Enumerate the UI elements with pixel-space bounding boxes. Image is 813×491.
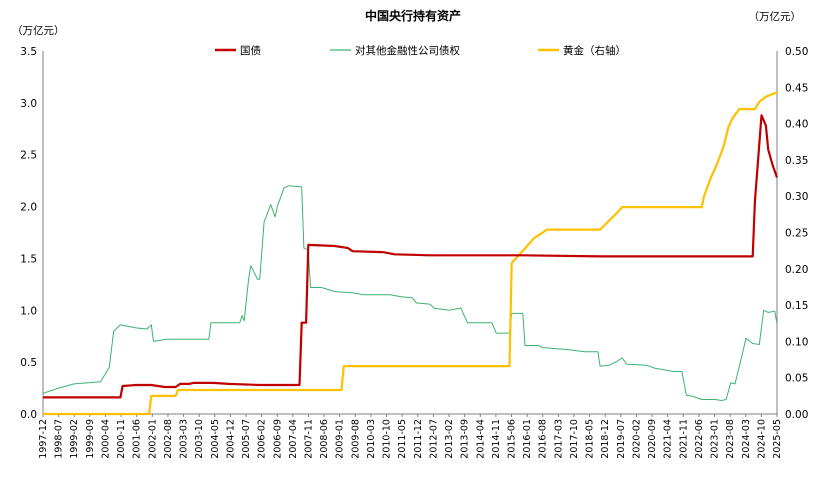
x-tick-label: 2001-06	[132, 419, 143, 459]
x-tick-label: 2005-07	[241, 419, 252, 459]
x-tick-label: 2024-10	[756, 419, 767, 459]
x-tick-label: 2004-12	[225, 419, 236, 459]
x-tick-label: 2000-04	[100, 419, 111, 459]
x-tick-label: 2006-09	[272, 419, 283, 459]
x-tick-label: 2011-12	[413, 419, 424, 459]
right-tick-label: 0.25	[785, 228, 808, 240]
x-tick-label: 2012-07	[428, 419, 439, 459]
x-tick-label: 2024-03	[741, 419, 752, 459]
right-tick-label: 0.00	[785, 409, 808, 421]
x-tick-label: 2020-02	[631, 419, 642, 459]
x-tick-label: 2015-06	[507, 419, 518, 459]
left-tick-label: 3.5	[20, 46, 37, 58]
left-tick-label: 2.5	[20, 150, 37, 162]
x-tick-label: 2018-05	[585, 419, 596, 459]
right-tick-label: 0.15	[785, 300, 808, 312]
left-tick-label: 1.5	[20, 253, 37, 265]
legend-label-financial-claims: 对其他金融性公司债权	[355, 44, 460, 57]
x-tick-label: 2013-09	[460, 419, 471, 459]
x-tick-label: 2019-07	[616, 419, 627, 459]
x-tick-label: 2023-08	[725, 419, 736, 459]
x-tick-label: 2022-06	[694, 419, 705, 459]
right-axis-unit: （万亿元）	[749, 10, 802, 23]
x-tick-label: 2021-11	[678, 419, 689, 459]
x-tick-label: 2007-04	[288, 419, 299, 459]
x-tick-label: 2000-11	[116, 419, 127, 459]
right-tick-label: 0.35	[785, 155, 808, 167]
x-tick-label: 2004-05	[210, 419, 221, 459]
x-tick-label: 2010-03	[366, 419, 377, 459]
x-tick-label: 2002-01	[147, 419, 158, 459]
x-tick-label: 2013-02	[444, 419, 455, 459]
x-tick-label: 1999-09	[85, 419, 96, 459]
left-axis-unit: （万亿元）	[12, 24, 65, 37]
x-tick-label: 2014-11	[491, 419, 502, 459]
x-tick-label: 2009-08	[350, 419, 361, 459]
right-tick-label: 0.40	[785, 119, 808, 131]
x-tick-label: 2017-10	[569, 419, 580, 459]
x-tick-label: 1998-07	[54, 419, 65, 459]
x-tick-label: 2014-04	[475, 419, 486, 459]
right-tick-label: 0.50	[785, 46, 808, 58]
series-line-gold	[43, 91, 778, 416]
x-tick-label: 2016-01	[522, 419, 533, 459]
x-tick-label: 1997-12	[38, 419, 49, 459]
x-tick-label: 2020-09	[647, 419, 658, 459]
axes	[42, 51, 778, 415]
x-tick-label: 2011-05	[397, 419, 408, 459]
left-tick-label: 2.0	[20, 202, 37, 214]
x-tick-label: 2007-11	[303, 419, 314, 459]
right-tick-label: 0.20	[785, 264, 808, 276]
series-line-financial-claims	[42, 185, 778, 401]
x-axis: 1997-12 1998-07 1999-02 1999-09 2000-04 2000-…	[38, 414, 783, 459]
series-layer	[42, 91, 779, 416]
x-tick-label: 2021-04	[663, 419, 674, 459]
x-tick-label: 2017-03	[553, 419, 564, 459]
x-tick-label: 2025-05	[772, 419, 783, 459]
x-tick-label: 2003-10	[194, 419, 205, 459]
x-tick-label: 2018-12	[600, 419, 611, 459]
x-tick-label: 2016-08	[538, 419, 549, 459]
right-tick-label: 0.05	[785, 373, 808, 385]
x-tick-label: 2003-03	[179, 419, 190, 459]
left-tick-label: 0.5	[20, 357, 37, 369]
x-tick-label: 2002-08	[163, 419, 174, 459]
right-tick-label: 0.10	[785, 336, 808, 348]
x-tick-label: 2006-02	[257, 419, 268, 459]
x-tick-label: 2023-01	[710, 419, 721, 459]
left-tick-label: 3.0	[20, 98, 37, 110]
left-tick-label: 1.0	[20, 305, 37, 317]
legend-label-treasury: 国债	[240, 44, 261, 57]
right-tick-label: 0.30	[785, 191, 808, 203]
series-line-treasury	[43, 114, 779, 399]
x-tick-label: 2008-06	[319, 419, 330, 459]
left-tick-label: 0.0	[20, 409, 37, 421]
left-y-axis: 0.0 0.5 1.0 1.5 2.0 2.5 3.0 3.5	[20, 46, 37, 421]
right-tick-label: 0.45	[785, 82, 808, 94]
legend: 国债 对其他金融性公司债权 黄金（右轴）	[215, 44, 626, 57]
legend-label-gold: 黄金（右轴）	[563, 44, 626, 57]
chart-title: 中国央行持有资产	[365, 8, 461, 23]
right-y-axis: 0.00 0.05 0.10 0.15 0.20 0.25 0.30 0.35 0.40 0.45…	[785, 46, 808, 421]
x-tick-label: 2010-10	[382, 419, 393, 459]
x-tick-label: 2009-01	[335, 419, 346, 459]
x-tick-label: 1999-02	[69, 419, 80, 459]
